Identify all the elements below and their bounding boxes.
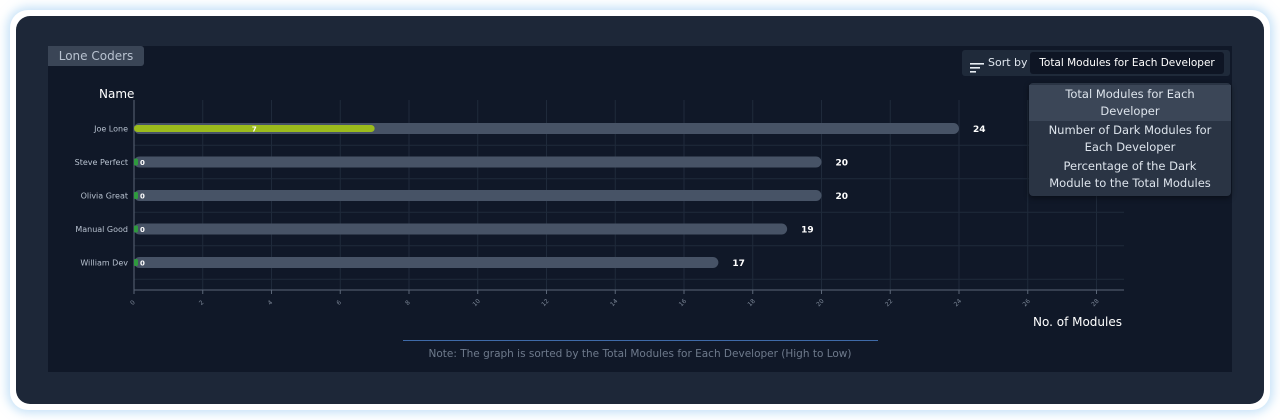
dark-bar — [134, 192, 138, 199]
sort-note: Note: The graph is sorted by the Total M… — [428, 348, 852, 360]
total-bar — [134, 257, 719, 268]
sort-by-label: Sort by — [988, 56, 1028, 69]
x-tick-label: 6 — [335, 299, 343, 307]
category-label: Olivia Great — [81, 192, 128, 201]
dark-value-label: 0 — [140, 193, 145, 201]
x-tick-label: 10 — [472, 298, 482, 308]
total-value-label: 17 — [732, 259, 745, 269]
sort-option-dark[interactable]: Number of Dark Modules for Each Develope… — [1029, 121, 1231, 157]
x-tick-label: 14 — [609, 298, 619, 308]
total-value-label: 20 — [836, 192, 849, 202]
sort-control: Sort by Total Modules for Each Developer — [962, 50, 1230, 76]
dark-bar — [134, 125, 375, 132]
category-label: Manual Good — [75, 225, 128, 234]
total-value-label: 20 — [836, 159, 849, 169]
dark-value-label: 0 — [140, 159, 145, 167]
x-tick-label: 24 — [953, 298, 963, 308]
x-tick-label: 12 — [540, 298, 550, 308]
dark-bar — [134, 225, 138, 233]
x-tick-label: 18 — [747, 298, 757, 308]
sort-lines-icon[interactable] — [970, 58, 984, 77]
x-tick-label: 0 — [129, 299, 137, 307]
sort-dropdown: Total Modules for Each Developer Number … — [1029, 83, 1231, 196]
sort-option-label: Total Modules for Each Developer — [1065, 87, 1195, 118]
total-bar — [134, 156, 822, 168]
sort-option-label: Percentage of the Dark Module to the Tot… — [1049, 159, 1211, 190]
panel-title: Lone Coders — [48, 46, 144, 66]
x-tick-label: 20 — [815, 298, 825, 308]
sort-select[interactable]: Total Modules for Each Developer — [1030, 52, 1224, 74]
x-tick-label: 2 — [198, 299, 206, 307]
dark-value-label: 0 — [140, 260, 145, 268]
note-divider — [403, 340, 878, 341]
sort-option-label: Number of Dark Modules for Each Develope… — [1048, 123, 1212, 154]
total-value-label: 19 — [801, 226, 814, 236]
sort-option-total[interactable]: Total Modules for Each Developer — [1029, 85, 1231, 121]
total-bar — [134, 223, 788, 235]
dark-value-label: 0 — [140, 226, 145, 234]
x-axis-title: No. of Modules — [1033, 315, 1122, 329]
x-tick-label: 4 — [267, 299, 275, 307]
y-axis-title: Name — [99, 87, 134, 101]
total-bar — [134, 190, 822, 201]
dark-bar — [134, 259, 138, 266]
x-tick-label: 28 — [1090, 298, 1100, 308]
x-tick-label: 26 — [1022, 298, 1032, 308]
category-label: Joe Lone — [93, 125, 128, 134]
sort-option-percentage[interactable]: Percentage of the Dark Module to the Tot… — [1029, 157, 1231, 193]
dark-bar — [134, 158, 138, 166]
category-label: Steve Perfect — [75, 158, 128, 167]
x-tick-label: 22 — [884, 298, 894, 308]
category-label: William Dev — [80, 259, 128, 268]
dark-value-label: 7 — [252, 126, 257, 134]
total-value-label: 24 — [973, 125, 986, 135]
x-tick-label: 8 — [404, 299, 412, 307]
x-tick-label: 16 — [678, 298, 688, 308]
